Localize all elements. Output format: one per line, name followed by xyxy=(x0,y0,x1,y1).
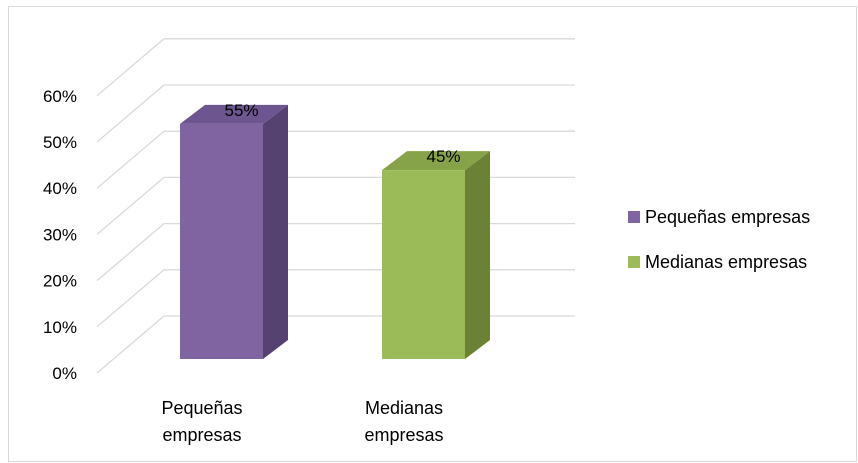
y-tick-label: 40% xyxy=(43,179,77,198)
legend-label: Pequeñas empresas xyxy=(645,207,810,227)
gridline-diagonal xyxy=(96,315,165,374)
x-category-label: Pequeñas xyxy=(161,398,242,418)
gridline-diagonal xyxy=(96,269,165,328)
bar-2 xyxy=(382,151,490,359)
y-axis-ticks: 0% 10% 20% 30% 40% 50% 60% xyxy=(43,87,77,383)
data-label: 45% xyxy=(426,147,460,166)
bar-side xyxy=(263,104,288,360)
chart-area: 0% 10% 20% 30% 40% 50% 60% 55% 45% Pequeñas empr… xyxy=(8,6,857,462)
bar-top xyxy=(382,151,490,171)
x-category-label: empresas xyxy=(162,425,241,445)
y-tick-label: 60% xyxy=(43,87,77,106)
legend-item: Medianas empresas xyxy=(628,252,807,272)
gridline-diagonal xyxy=(96,223,165,282)
gridlines xyxy=(96,38,575,374)
bar-side xyxy=(465,151,490,359)
y-tick-label: 50% xyxy=(43,133,77,152)
x-category-label: Medianas xyxy=(365,398,443,418)
bar-chart: 0% 10% 20% 30% 40% 50% 60% 55% 45% Pequeñas empr… xyxy=(43,38,810,445)
y-tick-label: 10% xyxy=(43,318,77,337)
legend: Pequeñas empresas Medianas empresas xyxy=(628,207,810,272)
gridline-diagonal xyxy=(96,38,165,97)
x-axis-categories: Pequeñas empresas Medianas empresas xyxy=(161,398,443,445)
x-category-label: empresas xyxy=(364,425,443,445)
bars xyxy=(180,104,490,360)
legend-swatch xyxy=(628,256,640,268)
data-label: 55% xyxy=(224,101,258,120)
gridline-diagonal xyxy=(96,130,165,189)
legend-swatch xyxy=(628,211,640,223)
y-tick-label: 20% xyxy=(43,272,77,291)
y-tick-label: 0% xyxy=(52,364,77,383)
bar-1 xyxy=(180,104,288,360)
gridline-diagonal xyxy=(96,84,165,143)
y-tick-label: 30% xyxy=(43,225,77,244)
gridline-diagonal xyxy=(96,176,165,235)
bar-front xyxy=(382,170,465,359)
legend-item: Pequeñas empresas xyxy=(628,207,810,227)
bar-top xyxy=(180,104,288,124)
bar-front xyxy=(180,123,263,360)
data-labels: 55% 45% xyxy=(224,101,460,166)
legend-label: Medianas empresas xyxy=(645,252,807,272)
